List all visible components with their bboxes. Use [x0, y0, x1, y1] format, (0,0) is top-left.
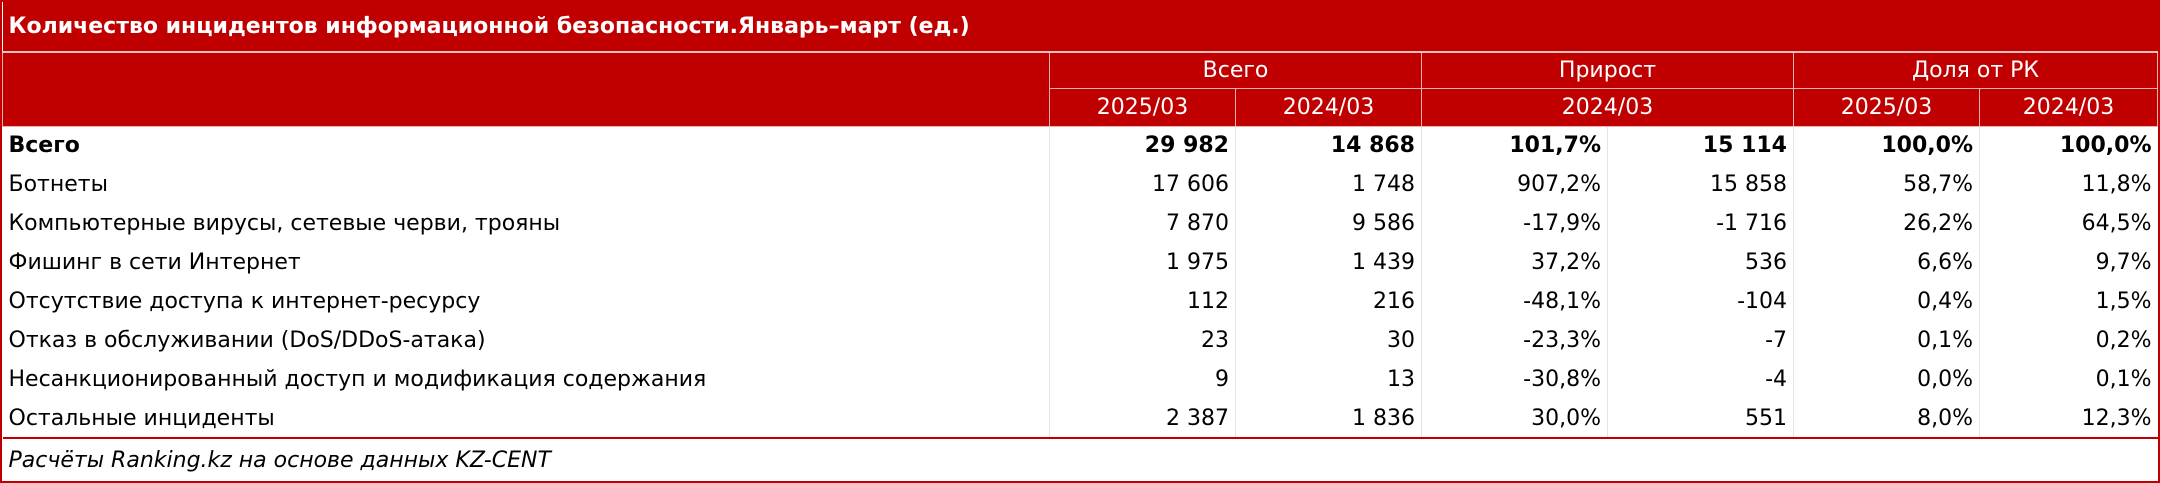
value-cell: 1 975 — [1049, 243, 1236, 282]
value-cell: -30,8% — [1421, 360, 1608, 399]
source-note: Расчёты Ranking.kz на основе данных KZ-C… — [2, 437, 2158, 481]
value-cell: 0,4% — [1793, 282, 1980, 321]
value-cell: 0,1% — [1793, 321, 1980, 360]
period-header: 2024/03 — [1421, 87, 1794, 127]
value-cell: 536 — [1607, 243, 1794, 282]
row-label: Фишинг в сети Интернет — [8, 250, 301, 275]
row-label: Компьютерные вирусы, сетевые черви, троя… — [8, 211, 561, 236]
value-cell: 37,2% — [1421, 243, 1608, 282]
group-header: Прирост — [1421, 51, 1794, 89]
value-cell: -1 716 — [1607, 204, 1794, 243]
value-cell: 1 836 — [1235, 399, 1422, 438]
period-header: 2025/03 — [1793, 87, 1980, 127]
row-label: Отказ в обслуживании (DoS/DDoS-атака) — [8, 328, 486, 353]
period-header: 2025/03 — [1049, 87, 1236, 127]
value-cell: -4 — [1607, 360, 1794, 399]
value-cell: 11,8% — [1979, 165, 2158, 204]
value-cell: 216 — [1235, 282, 1422, 321]
value-cell: 101,7% — [1421, 126, 1608, 165]
value-cell: 112 — [1049, 282, 1236, 321]
value-cell: 17 606 — [1049, 165, 1236, 204]
value-cell: -104 — [1607, 282, 1794, 321]
value-cell: 9,7% — [1979, 243, 2158, 282]
table-row: Несанкционированный доступ и модификация… — [3, 360, 2158, 399]
value-cell: -23,3% — [1421, 321, 1608, 360]
value-cell: 9 — [1049, 360, 1236, 399]
row-label: Отсутствие доступа к интернет-ресурсу — [8, 289, 481, 314]
value-cell: 551 — [1607, 399, 1794, 438]
row-label: Несанкционированный доступ и модификация… — [8, 367, 707, 392]
header-row: Всего Прирост Доля от РК — [2, 51, 2158, 127]
value-cell: 0,0% — [1793, 360, 1980, 399]
value-cell: 29 982 — [1049, 126, 1236, 165]
table-row: Отказ в обслуживании (DoS/DDoS-атака) 23 3… — [3, 321, 2158, 360]
group-header: Доля от РК — [1793, 51, 2158, 89]
group-header: Всего — [1049, 51, 1422, 89]
value-cell: 1 748 — [1235, 165, 1422, 204]
value-cell: 8,0% — [1793, 399, 1980, 438]
value-cell: 6,6% — [1793, 243, 1980, 282]
value-cell: 1,5% — [1979, 282, 2158, 321]
table-row: Всего 29 982 14 868 101,7% 15 114 100,0% 100,0… — [3, 126, 2158, 165]
table-row: Компьютерные вирусы, сетевые черви, троя… — [3, 204, 2158, 243]
value-cell: 0,1% — [1979, 360, 2158, 399]
value-cell: -48,1% — [1421, 282, 1608, 321]
table-row: Остальные инциденты 2 387 1 836 30,0% 551 8,0… — [3, 399, 2158, 438]
table-row: Отсутствие доступа к интернет-ресурсу 112… — [3, 282, 2158, 321]
value-cell: 15 114 — [1607, 126, 1794, 165]
value-cell: -7 — [1607, 321, 1794, 360]
row-label: Ботнеты — [8, 172, 108, 197]
value-cell: -17,9% — [1421, 204, 1608, 243]
table-row: Фишинг в сети Интернет 1 975 1 439 37,2% 536… — [3, 243, 2158, 282]
value-cell: 15 858 — [1607, 165, 1794, 204]
footer-row: Расчёты Ranking.kz на основе данных KZ-C… — [2, 437, 2158, 481]
value-cell: 30 — [1235, 321, 1422, 360]
value-cell: 14 868 — [1235, 126, 1422, 165]
row-label: Остальные инциденты — [8, 405, 275, 431]
value-cell: 100,0% — [1793, 126, 1980, 165]
value-cell: 13 — [1235, 360, 1422, 399]
table-title: Количество инцидентов информационной без… — [2, 2, 2158, 53]
table-row: Ботнеты 17 606 1 748 907,2% 15 858 58,7% 11,8% — [3, 165, 2158, 204]
value-cell: 1 439 — [1235, 243, 1422, 282]
value-cell: 100,0% — [1979, 126, 2158, 165]
value-cell: 23 — [1049, 321, 1236, 360]
value-cell: 26,2% — [1793, 204, 1980, 243]
value-cell: 907,2% — [1421, 165, 1608, 204]
period-header: 2024/03 — [1235, 87, 1422, 127]
value-cell: 64,5% — [1979, 204, 2158, 243]
value-cell: 9 586 — [1235, 204, 1422, 243]
value-cell: 30,0% — [1421, 399, 1608, 438]
row-label: Всего — [8, 133, 80, 159]
header-row: 2025/03 2024/03 2024/03 2025/03 2024/03 — [3, 87, 2158, 127]
value-cell: 0,2% — [1979, 321, 2158, 360]
value-cell: 2 387 — [1049, 399, 1236, 438]
value-cell: 12,3% — [1979, 399, 2158, 438]
value-cell: 58,7% — [1793, 165, 1980, 204]
header-corner — [2, 51, 1050, 127]
period-header: 2024/03 — [1979, 87, 2158, 127]
value-cell: 7 870 — [1049, 204, 1236, 243]
